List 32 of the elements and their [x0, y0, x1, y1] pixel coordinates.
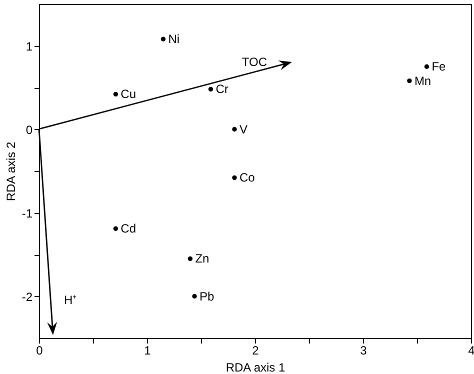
x-tick-label: 3: [360, 344, 368, 358]
point: [407, 78, 412, 84]
y-tick-label: -2: [22, 290, 33, 304]
annotation: V: [239, 122, 248, 136]
annotation: Pb: [200, 289, 215, 304]
annotation: Fe: [432, 60, 446, 74]
annotation: Cd: [120, 222, 136, 236]
point: [232, 175, 237, 180]
point: [232, 126, 237, 132]
annotation: Zn: [195, 252, 210, 266]
point: [208, 86, 214, 92]
annotation: Mn: [414, 74, 432, 88]
point: [160, 36, 166, 42]
x-tick-label: 2: [252, 344, 260, 358]
y-axis-title: RDA axis 2: [4, 142, 18, 202]
y-tick-label: -1: [22, 206, 33, 220]
annotation: Cr: [216, 82, 228, 96]
x-tick-label: 0: [36, 344, 44, 358]
point: [113, 226, 118, 231]
annotation: Cu: [120, 87, 136, 102]
annotation: Co: [239, 170, 256, 185]
point: [192, 294, 197, 299]
point: [113, 92, 118, 97]
x-axis-title: RDA axis 1: [226, 360, 286, 374]
y-tick-label: 0: [26, 122, 33, 137]
point: [424, 64, 430, 69]
x-tick-label: 1: [144, 344, 152, 358]
y-tick-label: 1: [26, 39, 33, 54]
annotation: Ni: [168, 32, 180, 46]
point: [188, 256, 193, 262]
annotation: H⁺: [64, 293, 77, 307]
annotation: TOC: [242, 55, 268, 69]
